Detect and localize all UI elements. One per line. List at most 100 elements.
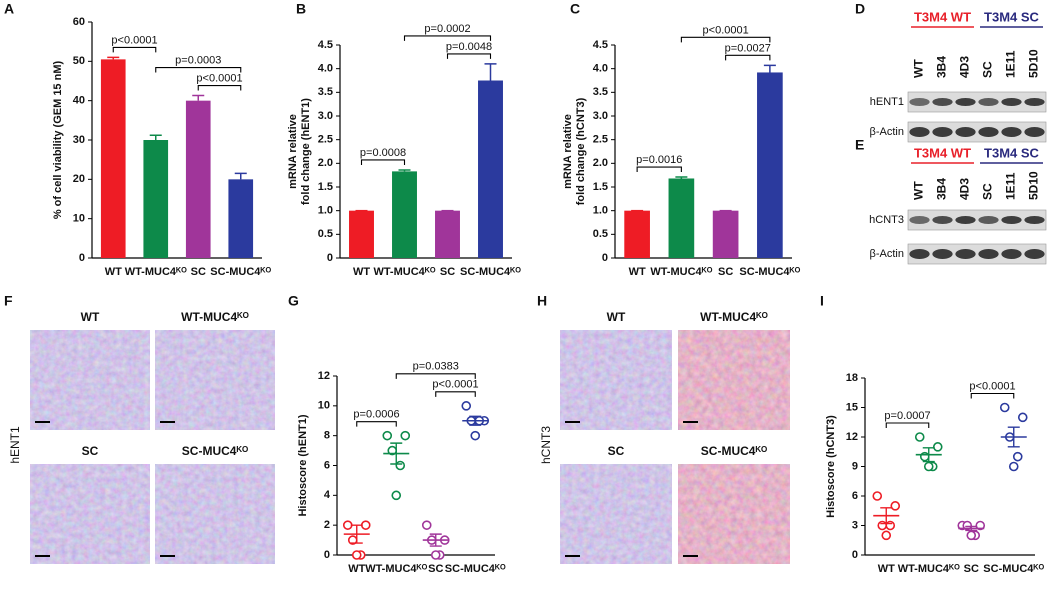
data-point xyxy=(400,430,411,441)
y-tick-label: 2.5 xyxy=(593,134,608,146)
lane-label: SC xyxy=(981,61,995,78)
significance-bracket xyxy=(970,392,1015,399)
x-tick-label: SC-MUC4ᴷᴼ xyxy=(445,563,506,575)
panel-letter: E xyxy=(855,137,864,153)
y-tick-label: 10 xyxy=(318,400,330,412)
p-value: p<0.0001 xyxy=(703,24,749,36)
row-label: β-Actin xyxy=(870,126,904,138)
blot-band xyxy=(1024,127,1045,137)
data-point xyxy=(1008,461,1019,472)
y-axis-label: mRNA relative xyxy=(287,114,299,189)
significance-bracket xyxy=(356,421,397,427)
y-tick-label: 3.5 xyxy=(593,86,608,98)
significance-bracket xyxy=(155,67,242,73)
image-label: SC xyxy=(82,444,99,458)
bar xyxy=(143,140,169,258)
histology-image xyxy=(155,330,275,430)
data-point xyxy=(1012,451,1023,462)
y-tick-label: 3.0 xyxy=(318,110,333,122)
row-label: hCNT3 xyxy=(539,426,553,464)
histology-image xyxy=(30,464,150,564)
y-tick-label: 12 xyxy=(846,431,858,443)
error-bar xyxy=(880,507,893,525)
data-point xyxy=(999,402,1010,413)
significance-bracket xyxy=(403,35,492,41)
bar xyxy=(228,179,254,258)
y-tick-label: 3.5 xyxy=(318,86,333,98)
p-value: p=0.0008 xyxy=(360,147,406,159)
data-point xyxy=(342,520,353,530)
lane-label: 1E11 xyxy=(1004,50,1018,78)
data-point xyxy=(461,401,472,411)
x-tick-label: SC xyxy=(440,266,455,278)
p-value: p=0.0003 xyxy=(175,54,221,66)
bar xyxy=(624,210,650,258)
blot-band xyxy=(1001,249,1022,259)
blot-band xyxy=(932,216,953,224)
y-axis-label: Histoscore (hCNT3) xyxy=(825,415,837,518)
group-label: T3M4 WT xyxy=(914,9,971,24)
blot-band xyxy=(909,98,930,106)
data-point xyxy=(919,451,930,462)
y-tick-label: 0 xyxy=(324,549,330,561)
error-bar xyxy=(350,524,363,544)
blot-band xyxy=(978,127,999,137)
lane-label: WT xyxy=(912,59,926,78)
p-value: p<0.0001 xyxy=(969,380,1015,392)
blot-band xyxy=(909,216,930,224)
error-bar xyxy=(922,447,935,463)
y-tick-label: 1.5 xyxy=(593,181,608,193)
histology-image xyxy=(560,330,672,430)
error-bar xyxy=(469,415,482,426)
blot-band xyxy=(955,127,976,137)
x-tick-label: WT xyxy=(348,563,365,575)
bar xyxy=(435,210,460,258)
y-tick-label: 3 xyxy=(852,519,858,531)
y-tick-label: 4 xyxy=(324,489,331,501)
x-tick-label: WT xyxy=(105,266,122,278)
image-label: WT-MUC4ᴷᴼ xyxy=(700,310,768,324)
bar xyxy=(100,59,126,258)
panel-letter: F xyxy=(4,293,13,309)
image-label: WT xyxy=(607,310,626,324)
data-point xyxy=(1017,412,1028,423)
bar xyxy=(392,171,417,258)
p-value: p=0.0007 xyxy=(884,410,930,422)
p-value: p=0.0383 xyxy=(413,361,459,373)
lane-label: 1E11 xyxy=(1004,172,1018,200)
data-point xyxy=(932,442,943,452)
significance-bracket xyxy=(725,54,771,61)
y-axis-label: Histoscore (hENT1) xyxy=(297,414,309,516)
row-label: hENT1 xyxy=(8,426,22,464)
y-tick-label: 4.0 xyxy=(593,63,608,75)
data-point xyxy=(382,430,393,441)
significance-bracket xyxy=(395,373,476,379)
y-tick-label: 6 xyxy=(852,490,858,502)
data-point xyxy=(872,491,883,501)
row-label: hENT1 xyxy=(870,96,904,108)
data-point xyxy=(395,460,406,471)
p-value: p<0.0001 xyxy=(432,379,478,391)
y-tick-label: 0 xyxy=(602,252,608,264)
x-tick-label: SC-MUC4ᴷᴼ xyxy=(739,266,800,278)
y-tick-label: 2 xyxy=(324,519,330,531)
data-point xyxy=(914,432,925,442)
y-tick-label: 0 xyxy=(79,252,85,264)
x-tick-label: SC-MUC4ᴷᴼ xyxy=(983,563,1044,575)
y-tick-label: 2.0 xyxy=(593,157,608,169)
significance-bracket xyxy=(885,422,930,428)
x-tick-label: WT-MUC4ᴷᴼ xyxy=(125,266,187,278)
error-bar xyxy=(763,64,776,73)
blot-band xyxy=(932,98,953,106)
y-tick-label: 40 xyxy=(73,95,85,107)
image-label: SC xyxy=(608,444,625,458)
lane-label: 4D3 xyxy=(958,56,972,78)
x-tick-label: SC xyxy=(191,266,206,278)
p-value: p=0.0027 xyxy=(725,42,771,54)
p-value: p=0.0048 xyxy=(446,41,492,53)
data-point xyxy=(877,520,888,531)
significance-bracket xyxy=(446,53,492,59)
blot-strip xyxy=(907,91,1047,113)
y-tick-label: 18 xyxy=(846,372,858,384)
data-point xyxy=(881,530,892,541)
